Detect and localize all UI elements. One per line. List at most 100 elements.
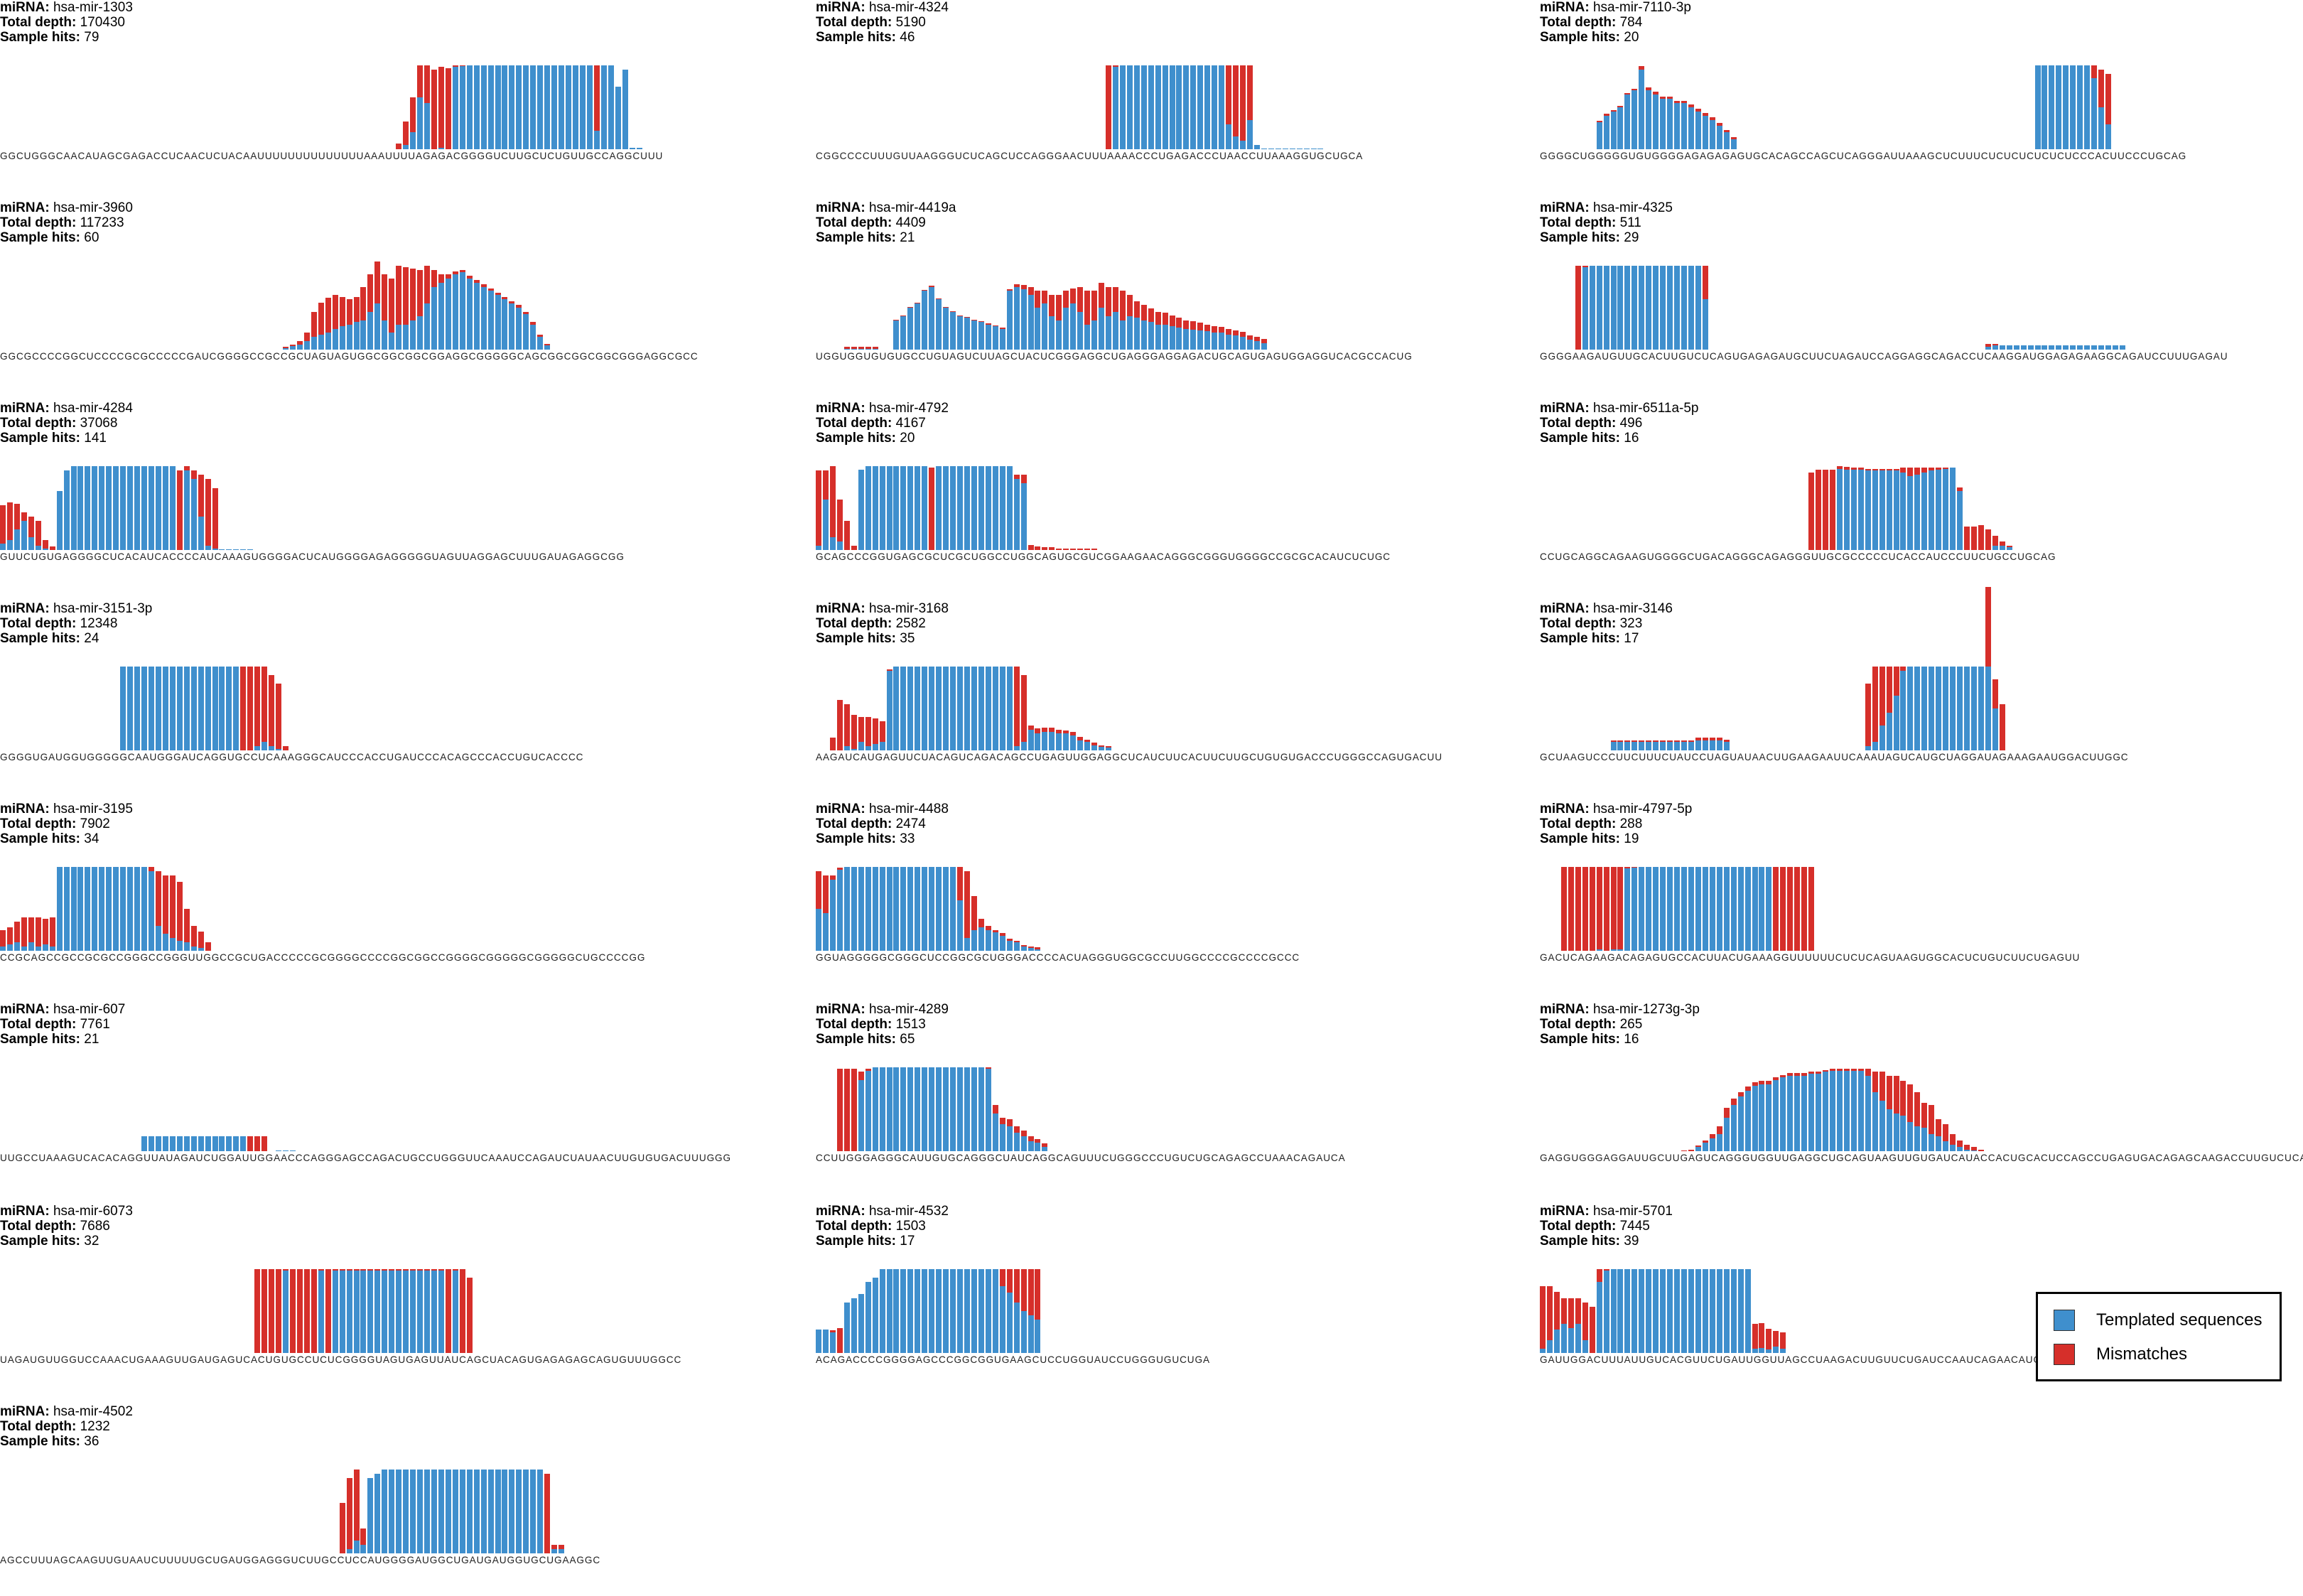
mismatch-segment (35, 917, 41, 947)
sequence-label: ACAGACCCCGGGGAGCCCGGCGGUGAAGCUCCUGGUAUCC… (816, 1354, 1210, 1365)
coverage-bar (410, 97, 416, 149)
panel-hsa-mir-1273g-3p: miRNA: hsa-mir-1273g-3p Total depth: 265 S… (1540, 1002, 2303, 1194)
coverage-bar (1020, 474, 1027, 550)
mismatch-segment (1992, 535, 1998, 546)
mismatch-segment (1582, 867, 1588, 951)
templated-segment (2105, 345, 2111, 350)
coverage-bar (1723, 739, 1730, 750)
coverage-bar (1865, 1069, 1871, 1151)
mismatch-segment (1226, 328, 1232, 335)
coverage-bar (900, 1269, 907, 1353)
mismatch-segment (1631, 867, 1638, 868)
templated-segment (1099, 308, 1104, 350)
templated-segment (1999, 546, 2005, 550)
sample-hits-value: 16 (1619, 1032, 1639, 1047)
templated-segment (936, 667, 942, 750)
coverage-bar (1190, 65, 1197, 149)
mismatch-segment (992, 325, 998, 326)
coverage-bar (566, 65, 571, 149)
coverage-bar (1716, 1269, 1722, 1353)
coverage-bar (1617, 867, 1624, 951)
total-depth-line: Total depth: 784 (1540, 15, 1691, 30)
coverage-bar (943, 466, 949, 550)
mismatch-segment (1808, 473, 1815, 550)
templated-segment (865, 1070, 871, 1151)
sequence-label: CCUGCAGGCAGAAGUGGGGCUGACAGGGCAGAGGGUUGCG… (1540, 551, 2056, 562)
total-depth-label: Total depth: (1540, 1219, 1617, 1234)
sequence-label: GAGGUGGGAGGAUUGCUUGAGUCAGGGUGGUUGAGGCUGC… (1540, 1153, 2303, 1163)
templated-segment (566, 65, 571, 149)
templated-segment (1857, 1070, 1864, 1151)
coverage-bar (1646, 87, 1652, 149)
coverage-bar (1950, 1134, 1956, 1151)
coverage-bar (1702, 113, 1708, 149)
mismatch-segment (417, 65, 424, 97)
panel-hsa-mir-607: miRNA: hsa-mir-607 Total depth: 7761 Sampl… (0, 1002, 730, 1194)
mismatch-segment (1667, 96, 1673, 99)
templated-segment (1112, 67, 1118, 149)
templated-segment (374, 1271, 381, 1353)
templated-segment (155, 1136, 161, 1151)
templated-segment (1631, 742, 1638, 750)
mismatch-segment (374, 1269, 381, 1271)
coverage-bar (1660, 266, 1666, 350)
coverage-bar (816, 470, 821, 550)
templated-segment (1766, 1349, 1772, 1353)
mismatch-segment (1084, 548, 1091, 550)
sequence-label: GGUAGGGGGCGGGCUCCGGCGCUGGGACCCCACUAGGGUG… (816, 952, 1300, 963)
templated-segment (438, 282, 444, 350)
templated-segment (893, 320, 900, 350)
mirna-name-line: miRNA: hsa-mir-3168 (816, 601, 949, 616)
legend-swatch-mismatches (2054, 1344, 2075, 1365)
templated-segment (1674, 867, 1681, 951)
templated-segment (360, 1545, 367, 1553)
total-depth-line: Total depth: 4409 (816, 215, 956, 230)
mismatch-segment (49, 546, 55, 550)
mismatch-segment (1985, 586, 1991, 667)
coverage-bar (872, 718, 878, 750)
coverage-bar (466, 1277, 473, 1353)
templated-segment (1226, 124, 1232, 149)
coverage-bar (1737, 1092, 1744, 1151)
coverage-bar (247, 667, 254, 750)
mismatch-segment (1879, 1071, 1885, 1101)
coverage-bar (1560, 1298, 1567, 1353)
coverage-bar (254, 667, 261, 750)
mirna-name-label: miRNA: (0, 0, 50, 15)
templated-segment (999, 328, 1005, 350)
templated-segment (452, 1271, 458, 1353)
mismatch-segment (1540, 1285, 1546, 1349)
coverage-bar (1190, 320, 1197, 350)
coverage-bar (1133, 301, 1140, 350)
total-depth-label: Total depth: (816, 1219, 892, 1234)
mirna-name-value: hsa-mir-3151-3p (49, 601, 153, 616)
coverage-bar (865, 867, 871, 951)
total-depth-value: 170430 (76, 15, 125, 30)
mismatch-segment (843, 704, 850, 747)
mismatch-segment (1197, 323, 1204, 330)
templated-segment (1133, 65, 1140, 149)
templated-segment (629, 147, 635, 149)
templated-segment (978, 927, 984, 951)
mismatch-segment (1035, 947, 1041, 949)
coverage-bar (417, 1470, 424, 1553)
templated-segment (964, 466, 970, 550)
templated-segment (893, 667, 900, 750)
coverage-bar (950, 1269, 956, 1353)
coverage-bar (1681, 740, 1687, 750)
mismatch-segment (1744, 1087, 1751, 1091)
templated-segment (1843, 469, 1850, 550)
coverage-bar (155, 466, 161, 550)
templated-segment (1709, 867, 1715, 951)
mismatch-segment (1681, 740, 1687, 743)
mismatch-segment (1730, 1098, 1737, 1106)
mismatch-segment (1674, 740, 1681, 743)
mismatch-segment (1063, 730, 1069, 734)
coverage-bar (1929, 468, 1935, 550)
templated-segment (836, 541, 843, 550)
total-depth-label: Total depth: (0, 816, 77, 831)
mismatch-segment (1013, 667, 1020, 747)
panel-hsa-mir-4792: miRNA: hsa-mir-4792 Total depth: 4167 Samp… (816, 401, 1526, 593)
mismatch-segment (1070, 288, 1077, 304)
coverage-bar (1596, 266, 1602, 350)
